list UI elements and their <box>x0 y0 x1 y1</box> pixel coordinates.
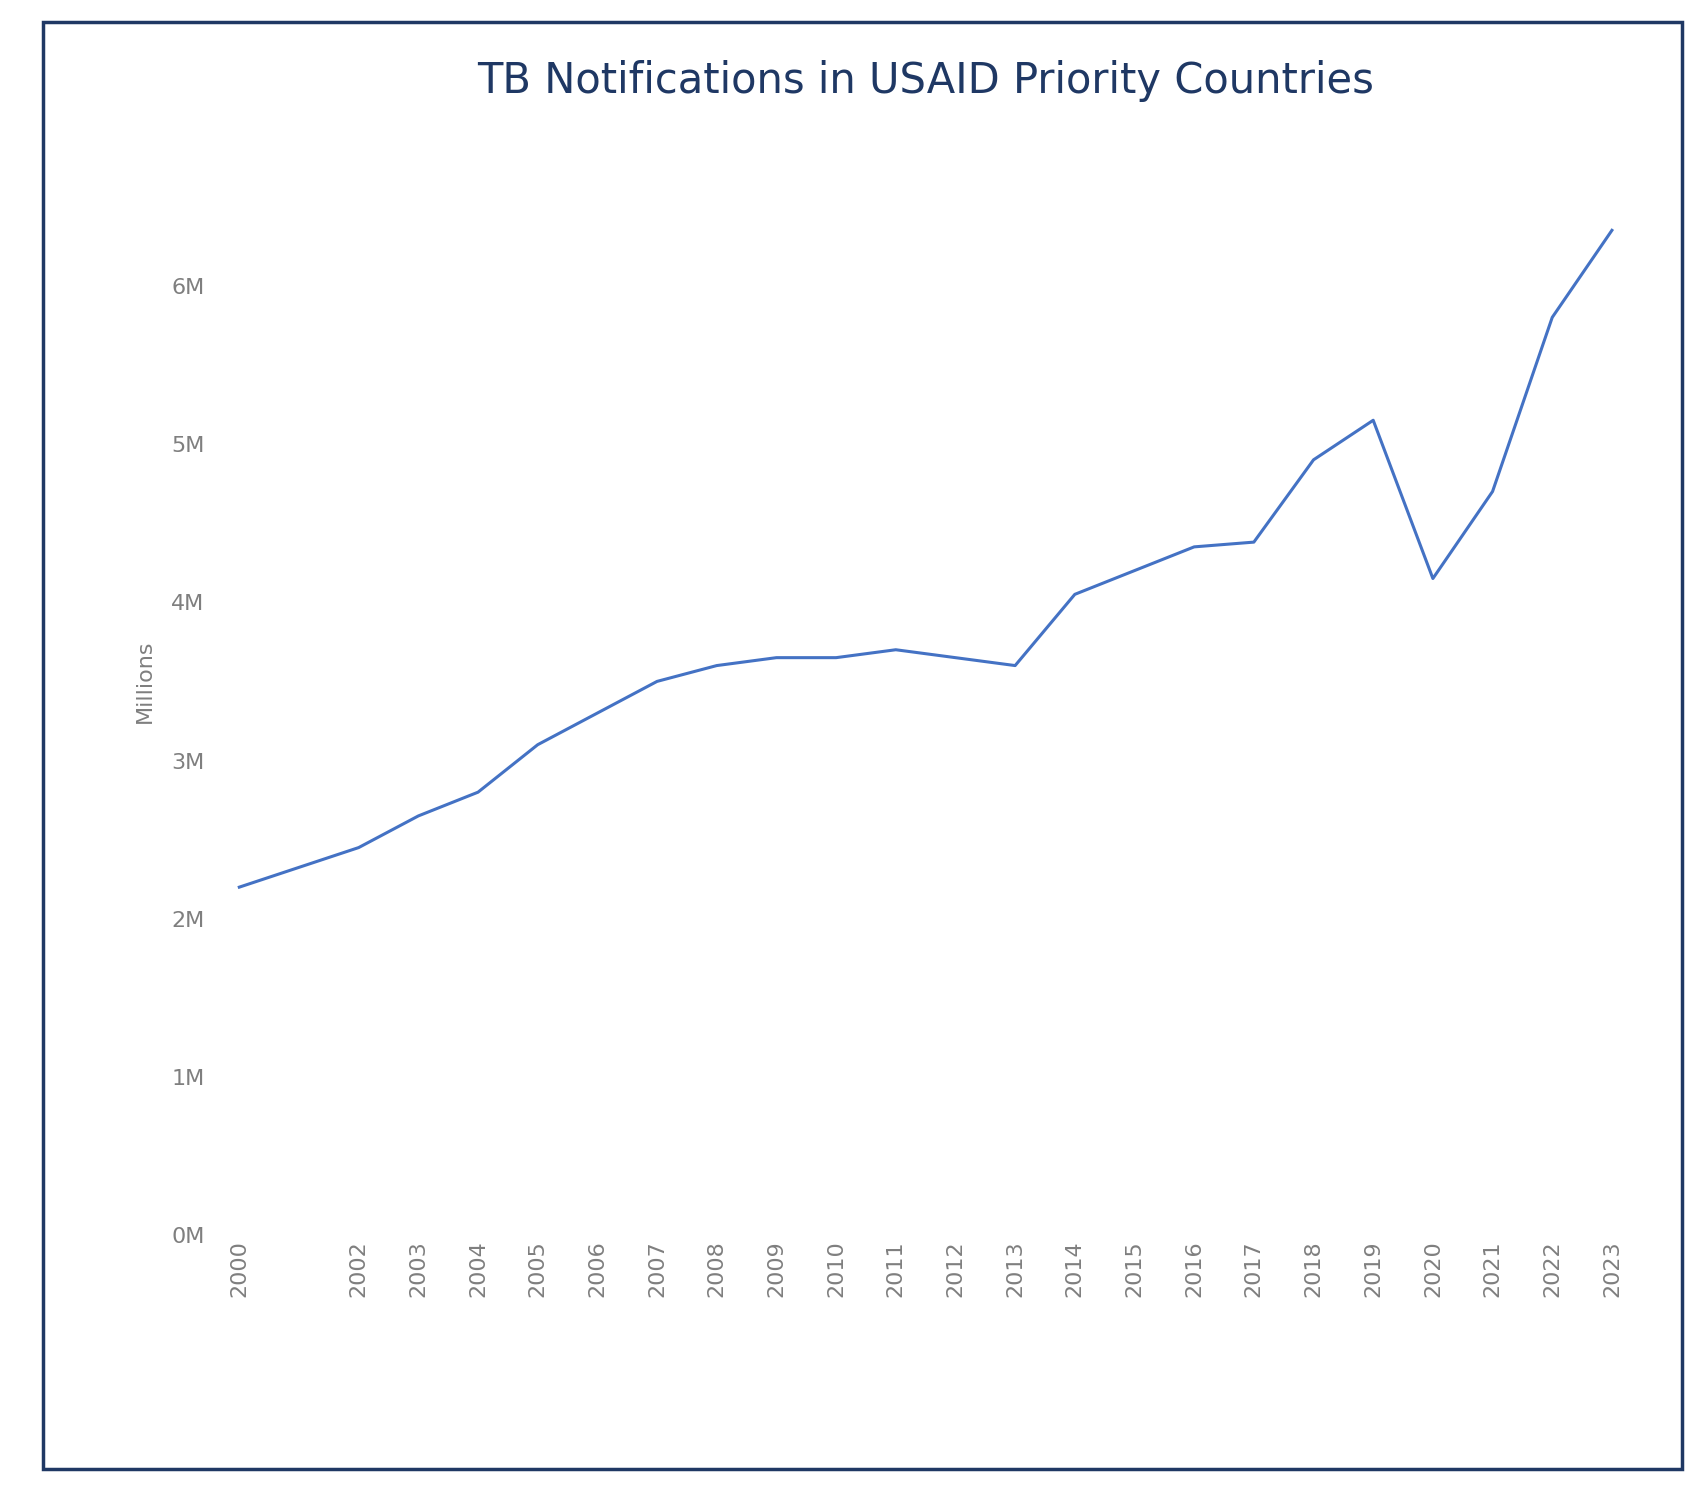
Y-axis label: Millions: Millions <box>135 640 154 723</box>
Title: TB Notifications in USAID Priority Countries: TB Notifications in USAID Priority Count… <box>476 60 1372 101</box>
